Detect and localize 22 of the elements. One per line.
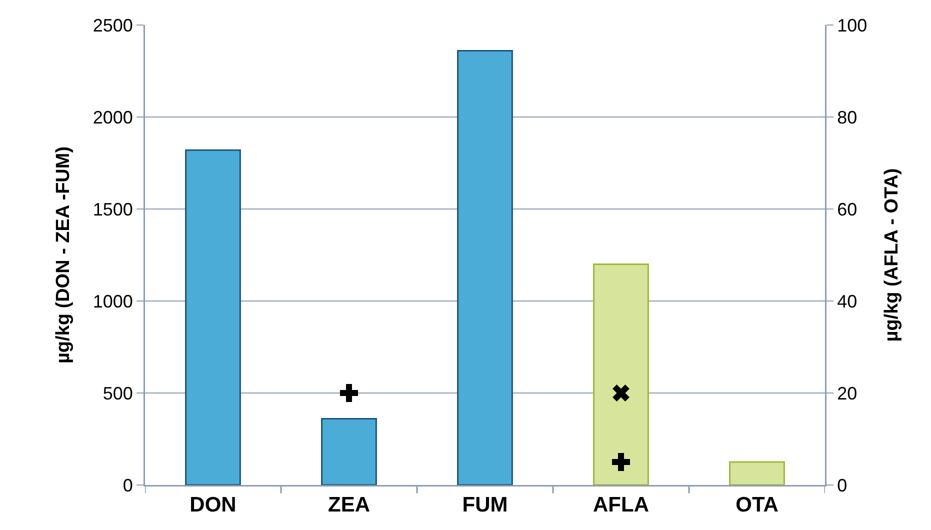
bar [185,149,241,485]
x-tick-label: FUM [462,494,508,517]
y-tick-label: 1500 [92,199,133,220]
y-tick-label: 2500 [92,15,133,36]
bar [321,418,377,485]
y2-tick-label: 0 [837,475,848,496]
y-tick-label: 2000 [92,107,133,128]
y2-tick-label: 40 [837,291,858,312]
y2-tick-label: 20 [837,383,858,404]
x-tick-label: DON [190,494,236,517]
y-tick-label: 1000 [92,291,133,312]
y2-tick-label: 100 [837,15,868,36]
bar [457,50,513,485]
y2-tick-label: 60 [837,199,858,220]
y-tick-label: 0 [122,475,133,496]
y2-tick-label: 80 [837,107,858,128]
x-tick-label: OTA [736,494,778,517]
y-axis-title: µg/kg (DON - ZEA -FUM) [52,146,74,364]
y2-axis-title: µg/kg (AFLA - OTA) [882,168,903,342]
y-tick-label: 500 [102,383,133,404]
x-tick-label: ZEA [328,494,370,517]
x-tick-label: AFLA [593,494,649,517]
